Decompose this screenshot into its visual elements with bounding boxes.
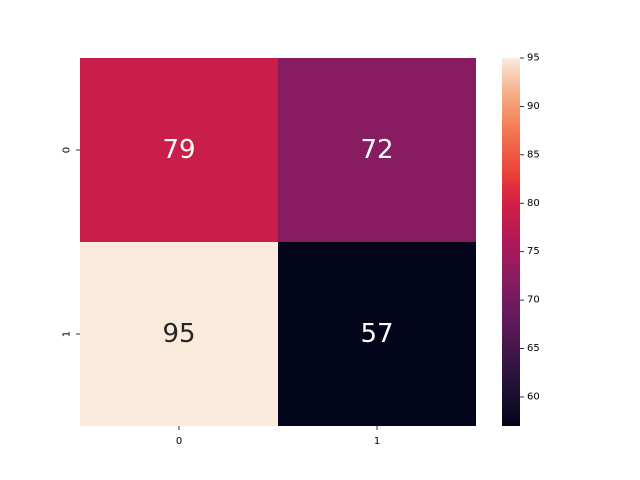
heatmap-cell-1-0 — [80, 242, 278, 426]
colorbar-tick-label-6: 90 — [527, 101, 540, 112]
colorbar-tick-label-2: 70 — [527, 295, 540, 306]
colorbar-tick-label-4: 80 — [527, 198, 540, 209]
heatmap-cell-0-0 — [80, 58, 278, 242]
colorbar-tick-label-7: 95 — [527, 53, 540, 64]
cell-value-label-1-0: 95 — [162, 319, 195, 349]
y-tick-label-1: 1 — [62, 331, 73, 337]
x-tick-label-1: 1 — [374, 436, 380, 447]
colorbar-tick-label-0: 60 — [527, 391, 540, 402]
colorbar-tick-label-3: 75 — [527, 246, 540, 257]
y-tick-label-0: 0 — [62, 147, 73, 153]
heatmap-cells: 79 72 95 57 — [80, 58, 476, 426]
heatmap-cell-1-1 — [278, 242, 476, 426]
colorbar-tick-label-1: 65 — [527, 343, 540, 354]
colorbar — [502, 58, 520, 426]
cell-value-label-0-1: 72 — [360, 135, 393, 165]
heatmap-cell-0-1 — [278, 58, 476, 242]
x-tick-label-0: 0 — [176, 436, 182, 447]
colorbar-tick-label-5: 85 — [527, 149, 540, 160]
y-axis: 01 — [62, 147, 80, 337]
cell-value-label-1-1: 57 — [360, 319, 393, 349]
cell-value-label-0-0: 79 — [162, 135, 195, 165]
colorbar-ticks: 60 65 70 75 80 85 90 95 — [520, 53, 540, 402]
